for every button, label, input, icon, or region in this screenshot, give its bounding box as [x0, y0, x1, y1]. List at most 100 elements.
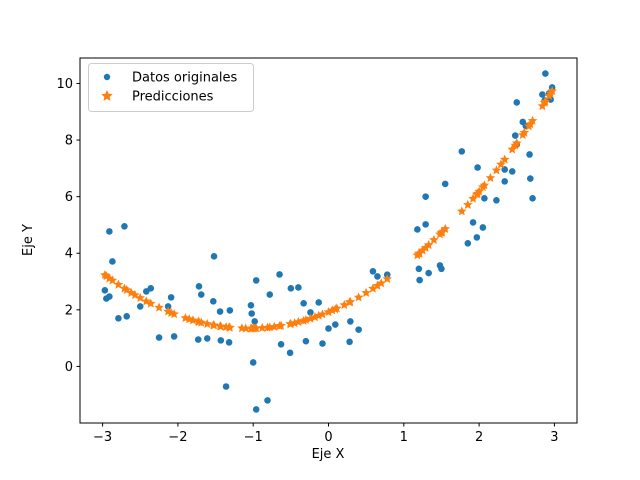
data-point-original — [458, 148, 466, 155]
data-point-original — [469, 219, 477, 226]
data-point-original — [197, 291, 205, 298]
data-point-prediccion — [188, 315, 198, 325]
data-point-original — [542, 70, 549, 77]
data-point-original — [315, 299, 323, 306]
data-point-prediccion — [257, 322, 267, 332]
data-point-original — [473, 234, 481, 241]
data-point-original — [479, 224, 487, 231]
data-point-original — [414, 226, 421, 233]
data-point-original — [222, 383, 230, 390]
data-point-prediccion — [323, 307, 334, 317]
data-point-original — [216, 308, 224, 315]
data-point-prediccion — [216, 321, 226, 331]
data-point-original — [302, 337, 310, 345]
data-point-original — [194, 336, 202, 343]
data-point-original — [287, 285, 295, 292]
data-point-original — [511, 132, 519, 139]
data-point-original — [136, 303, 144, 310]
y-tick-label: 0 — [65, 360, 73, 375]
x-tick-label: −3 — [93, 430, 112, 445]
data-point-prediccion — [368, 283, 378, 293]
data-point-prediccion — [169, 309, 179, 319]
data-point-original — [416, 276, 423, 284]
data-point-original — [123, 313, 130, 320]
data-point-original — [539, 91, 546, 98]
data-point-original — [210, 253, 218, 260]
data-point-prediccion — [414, 248, 425, 258]
data-point-prediccion — [519, 127, 530, 137]
data-point-original — [106, 228, 113, 235]
data-point-original — [277, 341, 285, 348]
data-point-prediccion — [547, 86, 557, 96]
data-point-prediccion — [339, 300, 350, 310]
data-point-prediccion — [240, 323, 251, 333]
data-point-original — [374, 273, 381, 280]
x-tick-label: −1 — [244, 430, 263, 445]
data-point-prediccion — [417, 245, 428, 255]
series-datos-originales — [101, 70, 556, 413]
data-point-original — [527, 175, 534, 182]
data-point-prediccion — [202, 318, 213, 329]
data-point-original — [425, 269, 432, 277]
data-point-original — [209, 298, 217, 305]
data-point-prediccion — [107, 275, 118, 285]
data-point-prediccion — [485, 172, 496, 183]
data-point-original — [251, 318, 259, 325]
data-point-prediccion — [196, 317, 206, 327]
data-point-prediccion — [440, 223, 450, 233]
data-point-original — [226, 307, 234, 314]
data-point-original — [195, 283, 203, 290]
legend-label-datos-originales: Datos originales — [132, 71, 238, 86]
y-tick-label: 2 — [65, 303, 73, 318]
data-point-prediccion — [154, 302, 164, 312]
data-point-prediccion — [332, 303, 342, 313]
data-point-prediccion — [376, 278, 386, 288]
data-point-prediccion — [209, 320, 219, 330]
data-point-prediccion — [479, 180, 490, 190]
x-tick-label: 1 — [400, 430, 408, 445]
data-point-prediccion — [540, 96, 551, 106]
legend-box — [88, 63, 254, 112]
data-point-original — [355, 326, 362, 333]
y-tick-label: 6 — [65, 190, 73, 205]
legend-marker-datos-originales — [103, 73, 111, 81]
data-point-original — [155, 334, 163, 341]
data-point-original — [276, 271, 283, 278]
data-point-original — [501, 178, 509, 185]
data-point-prediccion — [527, 115, 538, 125]
data-point-prediccion — [468, 193, 478, 203]
data-point-original — [526, 151, 533, 158]
data-point-prediccion — [353, 292, 364, 302]
data-point-prediccion — [463, 199, 473, 209]
legend-marker-predicciones — [101, 90, 113, 101]
data-point-prediccion — [429, 234, 439, 244]
data-point-original — [422, 221, 429, 228]
axes-frame — [79, 57, 578, 424]
x-axis-label: Eje X — [312, 447, 345, 462]
data-point-original — [252, 406, 260, 413]
legend: Datos originales Predicciones — [88, 63, 254, 112]
data-point-original — [121, 223, 128, 230]
x-tick-label: 3 — [550, 430, 558, 445]
series-predicciones — [100, 86, 557, 333]
data-point-prediccion — [345, 296, 356, 306]
data-point-prediccion — [496, 159, 506, 169]
data-point-prediccion — [113, 279, 124, 289]
data-point-prediccion — [251, 323, 261, 333]
data-point-original — [529, 195, 536, 202]
data-point-original — [422, 193, 429, 200]
data-point-prediccion — [361, 287, 371, 297]
data-point-original — [464, 240, 472, 247]
data-point-original — [264, 397, 271, 404]
data-point-prediccion — [327, 305, 338, 315]
data-point-prediccion — [423, 240, 434, 250]
data-point-original — [441, 180, 449, 188]
data-point-original — [167, 294, 175, 301]
data-point-prediccion — [293, 316, 304, 327]
data-point-original — [369, 268, 377, 275]
data-point-prediccion — [437, 227, 447, 237]
data-point-original — [247, 301, 255, 309]
data-point-prediccion — [382, 273, 392, 284]
